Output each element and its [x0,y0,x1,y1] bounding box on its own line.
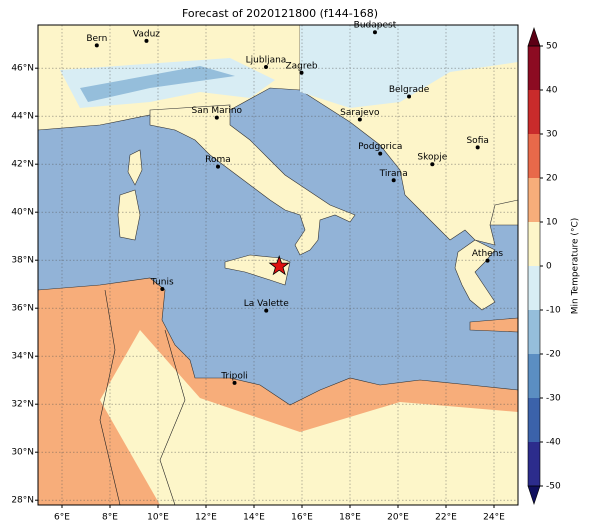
city-marker [144,38,149,43]
colorbar-extend [527,27,541,47]
cold-zone [80,66,235,102]
colorbar-bin [528,310,540,354]
sardinia [117,189,141,241]
city-label: Budapest [354,21,397,31]
y-tick-label: 38°N [11,256,34,266]
city-label: Tunis [150,278,174,288]
colorbar-extend [527,485,541,505]
x-tick-label: 20°E [387,513,409,523]
y-tick-label: 36°N [11,304,34,314]
city-label: Tripoli [220,371,248,381]
city-label: Podgorica [358,142,402,152]
colorbar-tick-label: 40 [546,86,558,96]
border [159,329,186,505]
x-tick-label: 16°E [291,513,313,523]
city-marker [232,380,237,385]
desert [100,330,518,505]
city-marker [378,151,383,156]
city-label: Vaduz [133,29,160,39]
event-star [268,254,290,276]
x-tick-label: 10°E [147,513,169,523]
x-tick-label: 22°E [435,513,457,523]
cold-zone [300,25,518,108]
colorbar-tick-label: 0 [546,262,552,272]
y-tick-label: 42°N [11,160,34,170]
city-marker [214,115,219,120]
x-tick-label: 18°E [339,513,361,523]
city-marker [372,30,377,35]
colorbar-tick-label: -40 [546,438,561,448]
y-tick-label: 34°N [11,352,34,362]
x-tick-label: 24°E [483,513,505,523]
italy [149,104,356,256]
colorbar-bin [528,222,540,266]
frame [37,24,519,506]
city-marker [299,70,304,75]
crete [469,317,518,333]
colorbar-tick-label: -10 [546,306,561,316]
y-tick-label: 40°N [11,208,34,218]
city-marker [357,117,362,122]
colorbar-bin [528,266,540,310]
city-marker [485,258,490,263]
x-tick-label: 6°E [54,513,70,523]
city-marker [407,94,412,99]
city-label: Bern [86,34,107,44]
colorbar-bin [528,46,540,90]
city-label: Ljubljana [246,56,287,66]
city-label: Roma [205,155,231,165]
y-tick-label: 30°N [11,448,34,458]
colorbar-bin [528,354,540,398]
y-tick-label: 28°N [11,496,34,506]
city-label: Tirana [379,169,408,179]
city-marker [391,178,396,183]
city-label: La Valette [244,299,289,309]
colorbar-tick-label: 20 [546,174,558,184]
colorbar-tick-label: -20 [546,350,561,360]
colorbar-bin [528,134,540,178]
city-marker [160,287,165,291]
colorbar-label: Min Temperature (°C) [571,218,581,315]
city-marker [264,65,268,69]
city-marker [264,308,269,313]
y-tick-label: 44°N [11,112,34,122]
colorbar-tick-label: 30 [546,130,558,140]
x-tick-label: 8°E [102,513,118,523]
city-marker [430,162,435,167]
sicily [224,254,291,286]
city-label: Sarajevo [340,108,380,118]
colorbar-bin [528,178,540,222]
city-marker [216,164,220,169]
map-area [38,25,518,505]
city-label: Zagreb [285,61,317,71]
y-tick-label: 46°N [11,64,34,74]
colorbar-bin [528,398,540,442]
colorbar-bin [528,442,540,486]
colorbar-tick-label: 50 [546,42,558,52]
city-label: Athens [472,249,503,259]
y-tick-label: 32°N [11,400,34,410]
city-label: San Marino [192,106,243,116]
city-label: Sofia [466,136,488,146]
colorbar-tick-label: -50 [546,482,561,492]
city-label: Belgrade [389,85,430,95]
x-tick-label: 14°E [243,513,265,523]
colorbar-tick-label: 10 [546,218,558,228]
colorbar-tick-label: -30 [546,394,561,404]
city-marker [475,145,480,150]
x-tick-label: 12°E [195,513,217,523]
corsica [127,149,143,186]
colorbar-bin [528,90,540,134]
city-marker [94,43,99,48]
city-label: Skopje [417,153,447,163]
title: Forecast of 2020121800 (f144-168) [182,7,378,20]
